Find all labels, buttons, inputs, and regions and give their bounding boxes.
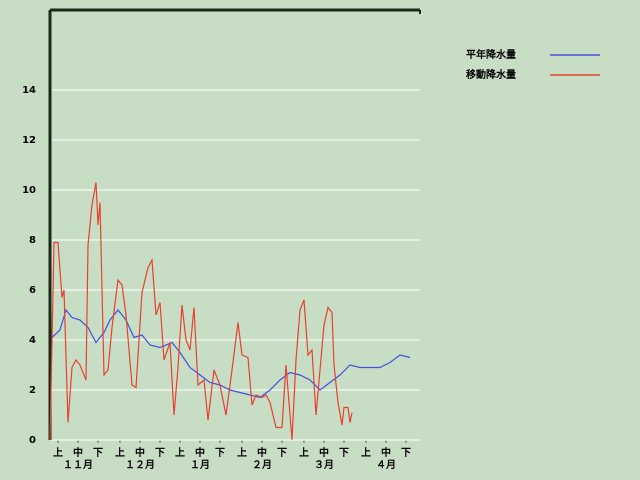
x-tick-label: 上 (53, 446, 63, 459)
y-tick-label: 2 (29, 385, 36, 396)
y-tick-label: 14 (22, 85, 36, 96)
x-tick-label: 上 (115, 446, 125, 459)
y-tick-label: 4 (29, 335, 36, 346)
series-line (49, 182, 353, 441)
x-tick-label: 上 (237, 446, 247, 459)
month-label: １月 (190, 459, 210, 471)
x-tick-label: 中 (257, 446, 267, 459)
y-tick-label: 12 (22, 135, 36, 146)
legend-label: 平年降水量 (466, 48, 516, 61)
month-label: ４月 (376, 459, 396, 471)
month-label: １２月 (125, 459, 155, 471)
y-tick-label: 0 (29, 435, 36, 446)
month-label: １１月 (63, 459, 93, 471)
x-tick-label: 中 (73, 446, 83, 459)
y-tick-label: 6 (29, 285, 36, 296)
month-label: ３月 (314, 459, 334, 471)
x-tick-label: 上 (175, 446, 185, 459)
y-tick-label: 8 (29, 235, 36, 246)
x-tick-label: 上 (299, 446, 309, 459)
series-line (51, 308, 411, 399)
x-tick-label: 下 (277, 447, 287, 459)
x-tick-label: 中 (195, 446, 205, 459)
x-tick-label: 中 (319, 446, 329, 459)
legend-label: 移動降水量 (466, 68, 516, 81)
x-tick-label: 中 (135, 446, 145, 459)
y-tick-label: 10 (22, 185, 36, 196)
x-tick-label: 下 (401, 447, 411, 459)
x-tick-label: 下 (155, 447, 165, 459)
x-tick-label: 下 (93, 447, 103, 459)
month-label: ２月 (252, 459, 272, 471)
x-tick-label: 下 (339, 447, 349, 459)
x-tick-label: 下 (215, 447, 225, 459)
x-tick-label: 上 (361, 446, 371, 459)
x-tick-label: 中 (381, 446, 391, 459)
